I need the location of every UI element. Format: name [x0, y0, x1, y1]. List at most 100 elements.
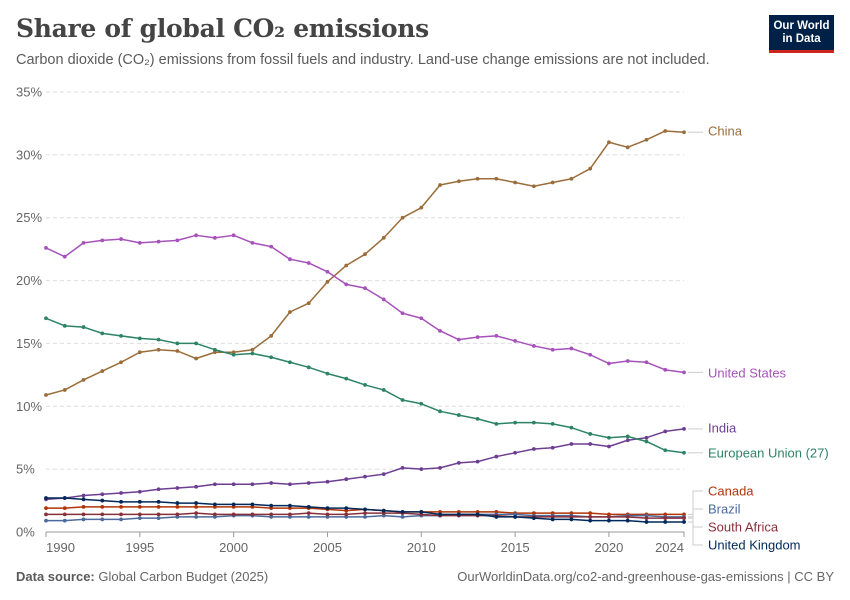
logo-line-1: Our World	[773, 19, 830, 32]
data-point	[644, 520, 649, 524]
data-point	[400, 509, 405, 514]
data-point	[62, 254, 67, 259]
data-point	[231, 352, 236, 357]
data-point	[269, 355, 274, 360]
label-connector	[688, 521, 703, 546]
data-point	[194, 504, 199, 509]
data-point	[438, 465, 442, 470]
data-point	[250, 240, 255, 245]
data-point	[381, 388, 386, 392]
data-point	[494, 176, 499, 181]
data-point	[62, 506, 67, 511]
x-tick-label: 2020	[594, 540, 623, 555]
data-point	[400, 398, 405, 402]
data-point	[344, 506, 349, 511]
data-point	[137, 512, 142, 517]
series-layer	[44, 129, 686, 524]
data-point	[550, 445, 555, 450]
data-point	[212, 347, 217, 352]
data-point	[475, 176, 480, 181]
data-point	[531, 420, 536, 425]
data-point	[344, 263, 349, 268]
data-source-value[interactable]: Global Carbon Budget (2025)	[98, 569, 269, 584]
data-point	[438, 512, 442, 517]
data-point	[288, 482, 292, 487]
y-tick-label: 35%	[16, 85, 42, 100]
data-point	[81, 377, 86, 382]
series-label: United Kingdom	[708, 538, 801, 553]
data-point	[663, 367, 668, 372]
data-point	[100, 517, 105, 522]
data-point	[306, 504, 311, 509]
data-point	[44, 518, 48, 523]
x-tick-label: 2015	[501, 540, 530, 555]
data-point	[137, 336, 142, 341]
data-point	[231, 482, 236, 487]
data-point	[607, 515, 611, 519]
data-point	[531, 184, 536, 189]
data-point	[119, 333, 123, 338]
data-point	[119, 491, 123, 495]
data-point	[438, 183, 442, 187]
data-point	[156, 347, 161, 352]
data-point	[194, 511, 199, 516]
data-point	[625, 145, 630, 150]
line-chart: 0% 5% 10% 15% 20% 25% 30% 35% 1990 1995 2000 2005 20…	[16, 85, 829, 556]
data-point	[137, 516, 142, 521]
data-point	[363, 383, 367, 387]
data-point	[325, 506, 330, 511]
data-point	[363, 286, 367, 291]
data-point	[531, 344, 536, 348]
data-point	[588, 166, 593, 171]
series-united-kingdom	[44, 496, 686, 524]
data-point	[81, 240, 86, 245]
data-point	[44, 506, 48, 511]
series-china	[44, 129, 686, 397]
data-point	[306, 515, 311, 519]
data-point	[475, 335, 480, 340]
data-point	[456, 413, 461, 417]
data-point	[269, 333, 274, 338]
series-label: European Union (27)	[708, 446, 829, 461]
data-point	[175, 504, 180, 509]
data-point	[475, 459, 480, 464]
data-point	[607, 140, 611, 145]
data-point	[644, 137, 649, 142]
data-point	[419, 316, 424, 321]
data-point	[644, 435, 649, 440]
data-point	[81, 497, 86, 502]
data-point	[156, 337, 161, 342]
data-point	[625, 438, 630, 443]
data-point	[306, 511, 311, 516]
data-point	[119, 360, 123, 365]
y-tick-label: 10%	[16, 399, 42, 414]
series-label: China	[708, 124, 743, 139]
x-tick-label: 1990	[46, 540, 75, 555]
series-label: India	[708, 421, 737, 436]
data-point	[494, 454, 499, 459]
label-connector	[688, 490, 703, 515]
data-point	[381, 472, 386, 477]
data-point	[682, 427, 686, 431]
data-point	[325, 279, 330, 284]
data-point	[550, 180, 555, 185]
data-point	[175, 501, 180, 505]
data-point	[175, 486, 180, 490]
data-point	[456, 337, 461, 342]
data-point	[62, 496, 67, 500]
data-point	[81, 504, 86, 509]
data-point	[269, 503, 274, 508]
data-point	[663, 429, 668, 434]
series-label: Brazil	[708, 502, 741, 517]
data-point	[381, 508, 386, 513]
grid-layer	[46, 91, 684, 470]
owid-logo[interactable]: Our World in Data	[769, 15, 834, 53]
data-point	[175, 349, 180, 353]
data-point	[62, 518, 67, 523]
data-point	[344, 282, 349, 287]
data-point	[419, 467, 424, 472]
credit-link[interactable]: OurWorldinData.org/co2-and-greenhouse-ga…	[457, 569, 834, 584]
data-point	[288, 503, 292, 508]
series-label: United States	[708, 366, 787, 381]
data-point	[250, 351, 255, 356]
